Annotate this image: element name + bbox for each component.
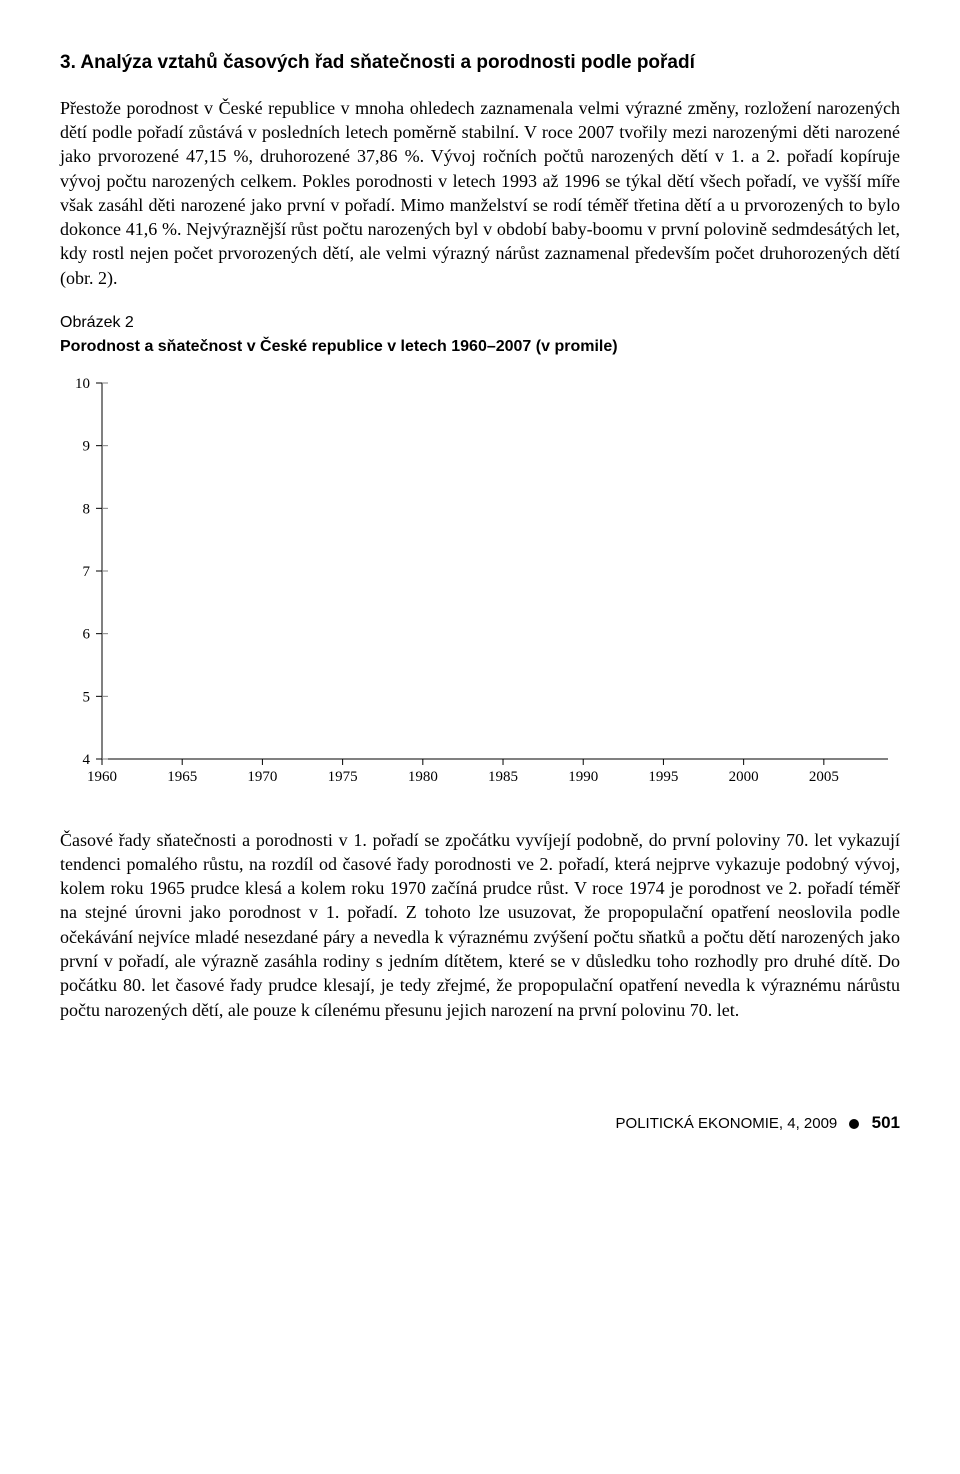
svg-text:6: 6 <box>83 627 91 643</box>
svg-text:4: 4 <box>83 752 91 768</box>
svg-text:1995: 1995 <box>648 769 678 785</box>
svg-text:5: 5 <box>83 690 91 706</box>
chart-svg: 4 5 6 7 8 9 10 1960 1965 1970 1975 1980 1985 1990 1995… <box>60 373 900 793</box>
svg-text:1980: 1980 <box>408 769 438 785</box>
svg-text:2005: 2005 <box>809 769 839 785</box>
line-chart: 4 5 6 7 8 9 10 1960 1965 1970 1975 1980 1985 1990 1995… <box>60 373 900 799</box>
paragraph-1: Přestože porodnost v České republice v m… <box>60 96 900 290</box>
svg-text:2000: 2000 <box>729 769 759 785</box>
figure-caption-number: Obrázek 2 <box>60 312 900 334</box>
svg-text:1960: 1960 <box>87 769 117 785</box>
svg-text:7: 7 <box>83 564 91 580</box>
footer-bullet-icon <box>849 1119 859 1129</box>
figure-caption-title: Porodnost a sňatečnost v České republice… <box>60 336 900 358</box>
section-title: 3. Analýza vztahů časových řad sňatečnos… <box>60 50 900 76</box>
svg-text:8: 8 <box>83 502 91 518</box>
svg-text:9: 9 <box>83 439 91 455</box>
svg-text:1975: 1975 <box>328 769 358 785</box>
footer-page-number: 501 <box>872 1113 900 1132</box>
svg-text:10: 10 <box>75 376 90 392</box>
svg-text:1990: 1990 <box>568 769 598 785</box>
page-footer: POLITICKÁ EKONOMIE, 4, 2009 501 <box>60 1112 900 1135</box>
svg-text:1965: 1965 <box>167 769 197 785</box>
paragraph-2: Časové řady sňatečnosti a porodnosti v 1… <box>60 828 900 1022</box>
svg-text:1970: 1970 <box>247 769 277 785</box>
svg-text:1985: 1985 <box>488 769 518 785</box>
footer-journal: POLITICKÁ EKONOMIE, 4, 2009 <box>616 1115 838 1132</box>
